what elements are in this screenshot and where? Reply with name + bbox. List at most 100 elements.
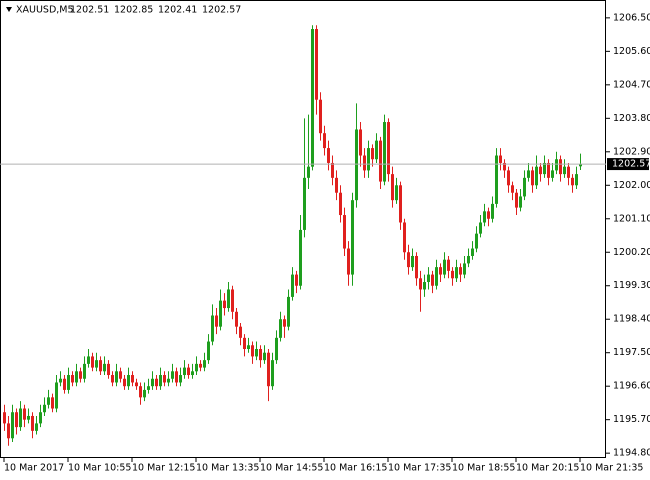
candle-body bbox=[311, 29, 314, 167]
candle-body bbox=[43, 404, 46, 413]
candle-body bbox=[187, 367, 190, 376]
candle-body bbox=[15, 412, 18, 428]
candle-body bbox=[219, 300, 222, 327]
candle-body bbox=[159, 375, 162, 387]
candle-body bbox=[35, 423, 38, 431]
candle-body bbox=[371, 148, 374, 160]
x-tick-label: 10 Mar 12:15 bbox=[132, 463, 195, 474]
candle-body bbox=[271, 360, 274, 387]
x-tick-label: 10 Mar 2017 bbox=[4, 463, 64, 474]
candle-body bbox=[3, 412, 6, 424]
candle-body bbox=[255, 348, 258, 357]
candle-body bbox=[335, 177, 338, 193]
candle-body bbox=[303, 177, 306, 230]
y-tick-label: 1206.50 bbox=[613, 12, 650, 23]
candle-body bbox=[439, 267, 442, 275]
candle-body bbox=[79, 371, 82, 379]
candle-body bbox=[39, 412, 42, 424]
y-tick-label: 1202.00 bbox=[613, 180, 650, 191]
candle-body bbox=[203, 360, 206, 368]
candle-body bbox=[7, 423, 10, 439]
candle-body bbox=[99, 360, 102, 372]
candle-body bbox=[91, 356, 94, 368]
open-value: 1202.51 bbox=[70, 5, 109, 16]
candle-body bbox=[287, 296, 290, 327]
candle-body bbox=[459, 267, 462, 275]
candle-body bbox=[63, 378, 66, 390]
candle-body bbox=[475, 233, 478, 249]
x-tick-label: 10 Mar 20:15 bbox=[516, 463, 579, 474]
candle-body bbox=[571, 177, 574, 186]
candle-body bbox=[139, 386, 142, 398]
candle-body bbox=[83, 363, 86, 379]
candle-body bbox=[175, 371, 178, 383]
candle-body bbox=[59, 378, 62, 383]
y-tick-label: 1197.50 bbox=[613, 347, 650, 358]
candle-body bbox=[211, 315, 214, 342]
candle-body bbox=[223, 300, 226, 309]
candle-body bbox=[299, 229, 302, 286]
candle-body bbox=[427, 274, 430, 283]
candle-body bbox=[207, 341, 210, 361]
candle-body bbox=[367, 148, 370, 171]
candle-body bbox=[95, 360, 98, 368]
candle-body bbox=[279, 319, 282, 338]
candle-body bbox=[315, 29, 318, 100]
candle-body bbox=[491, 203, 494, 219]
high-value: 1202.85 bbox=[114, 5, 153, 16]
candle-body bbox=[323, 133, 326, 149]
candle-body bbox=[523, 177, 526, 197]
candle-body bbox=[499, 155, 502, 163]
candle-body bbox=[415, 255, 418, 279]
candle-body bbox=[419, 278, 422, 290]
candle-body bbox=[247, 345, 250, 349]
candle-body bbox=[71, 375, 74, 383]
candle-body bbox=[375, 140, 378, 160]
y-tick-label: 1195.70 bbox=[613, 414, 650, 425]
candle-body bbox=[359, 129, 362, 156]
candle-body bbox=[395, 185, 398, 201]
candle-body bbox=[327, 148, 330, 163]
candle-body bbox=[295, 274, 298, 286]
close-value: 1202.57 bbox=[202, 5, 241, 16]
x-tick-label: 10 Mar 13:35 bbox=[196, 463, 259, 474]
x-tick-label: 10 Mar 17:35 bbox=[388, 463, 451, 474]
candle-body bbox=[199, 363, 202, 368]
candle-body bbox=[579, 164, 582, 167]
y-tick-label: 1205.60 bbox=[613, 46, 650, 57]
candle-body bbox=[391, 174, 394, 201]
candle-body bbox=[467, 255, 470, 264]
candle-body bbox=[151, 378, 154, 387]
x-tick-label: 10 Mar 18:55 bbox=[452, 463, 515, 474]
candle-body bbox=[319, 99, 322, 134]
candle-body bbox=[291, 274, 294, 297]
candle-body bbox=[443, 259, 446, 275]
candle-body bbox=[431, 274, 434, 286]
candle-body bbox=[483, 211, 486, 223]
symbol-title: XAUUSD,M5 bbox=[16, 5, 74, 16]
candle-body bbox=[155, 378, 158, 387]
candle-body bbox=[119, 371, 122, 379]
candle-body bbox=[283, 319, 286, 327]
candle-body bbox=[463, 263, 466, 275]
candle-body bbox=[127, 375, 130, 387]
candle-body bbox=[51, 397, 54, 409]
candle-body bbox=[27, 415, 30, 420]
candle-body bbox=[539, 166, 542, 175]
candle-body bbox=[551, 170, 554, 178]
candle-body bbox=[507, 170, 510, 186]
x-tick-label: 10 Mar 10:55 bbox=[68, 463, 131, 474]
candle-body bbox=[543, 162, 546, 175]
candle-body bbox=[275, 337, 278, 361]
candle-body bbox=[387, 122, 390, 175]
candle-body bbox=[123, 378, 126, 387]
y-tick-label: 1198.40 bbox=[613, 314, 650, 325]
candle-body bbox=[363, 155, 366, 171]
candle-body bbox=[11, 412, 14, 439]
candle-body bbox=[451, 270, 454, 279]
price-tag bbox=[607, 158, 649, 171]
candle-body bbox=[135, 382, 138, 387]
candle-body bbox=[67, 375, 70, 390]
candle-body bbox=[103, 363, 106, 372]
candle-body bbox=[147, 386, 150, 390]
